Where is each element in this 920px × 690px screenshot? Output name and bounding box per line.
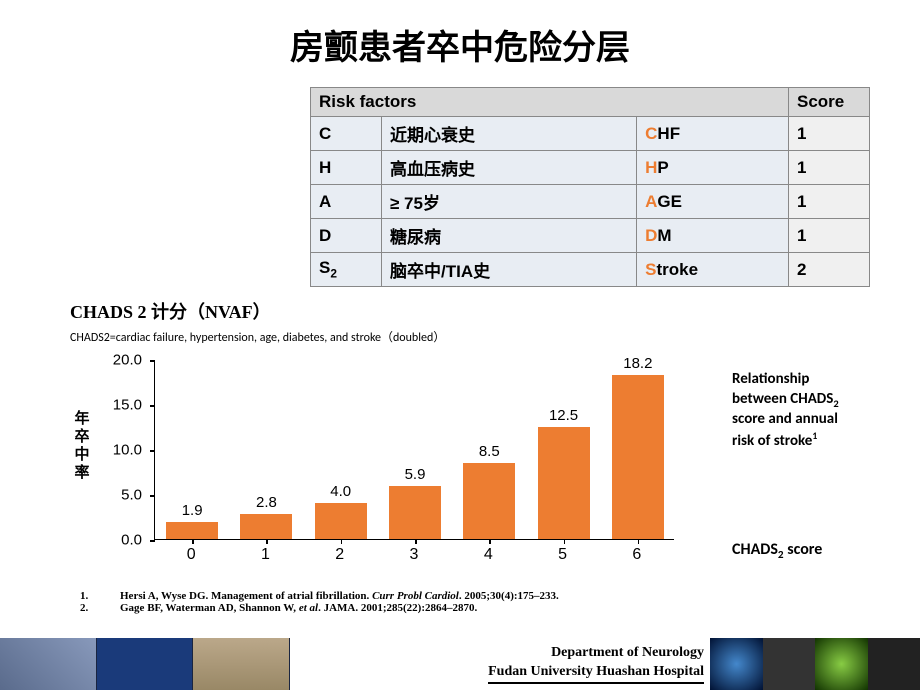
risk-factors-table: Risk factors Score C 近期心衰史 CHF 1 H 高血压病史… <box>310 87 870 287</box>
chart-bar: 18.2 <box>612 375 664 539</box>
table-row: D 糖尿病 DM 1 <box>311 219 869 252</box>
chart-bar: 12.5 <box>538 427 590 540</box>
chart-plot: 1.9 2.8 4.0 5.9 8.5 12.5 18.2 <box>154 360 674 540</box>
header-score: Score <box>789 88 869 116</box>
footer: Department of Neurology Fudan University… <box>0 638 920 690</box>
bar-value-label: 12.5 <box>538 407 590 424</box>
chads-chart: 年卒中率 0.05.010.015.020.0 1.92.84.05.98.51… <box>100 360 720 580</box>
chads-note: CHADS2=cardiac failure, hypertension, ag… <box>70 328 445 345</box>
chart-caption: Relationship between CHADS2 score and an… <box>732 370 912 451</box>
x-tick-label: 0 <box>187 546 196 564</box>
footer-department: Department of Neurology Fudan University… <box>290 638 710 690</box>
bar-value-label: 8.5 <box>463 443 515 460</box>
bar-value-label: 1.9 <box>166 502 218 519</box>
table-row: S2 脑卒中/TIA史 Stroke 2 <box>311 253 869 286</box>
y-tick-label: 5.0 <box>121 487 142 504</box>
table-row: A ≥ 75岁 AGE 1 <box>311 185 869 218</box>
bar-value-label: 5.9 <box>389 466 441 483</box>
table-row: H 高血压病史 HP 1 <box>311 151 869 184</box>
x-tick-label: 1 <box>261 546 270 564</box>
y-tick-label: 20.0 <box>113 352 142 369</box>
y-tick-label: 15.0 <box>113 397 142 414</box>
slide-title: 房颤患者卒中危险分层 <box>0 0 920 87</box>
x-axis-label: CHADS2 score <box>732 540 822 562</box>
bar-value-label: 4.0 <box>315 483 367 500</box>
references: 1.Hersi A, Wyse DG. Management of atrial… <box>80 590 559 614</box>
footer-right-images <box>710 638 920 690</box>
x-tick-label: 5 <box>558 546 567 564</box>
chart-bar: 4.0 <box>315 503 367 539</box>
x-tick-label: 6 <box>632 546 641 564</box>
chart-bar: 2.8 <box>240 514 292 539</box>
chart-bar: 8.5 <box>463 463 515 540</box>
chart-bar: 1.9 <box>166 522 218 539</box>
y-tick-label: 10.0 <box>113 442 142 459</box>
footer-left-images <box>0 638 290 690</box>
bar-value-label: 18.2 <box>612 355 664 372</box>
x-tick-label: 2 <box>335 546 344 564</box>
chads-label: CHADS 2 计分（NVAF） <box>70 298 271 324</box>
bar-value-label: 2.8 <box>240 494 292 511</box>
x-labels: 0 1 2 3 4 5 6 <box>154 546 674 571</box>
x-tick-label: 4 <box>484 546 493 564</box>
y-ticks: 0.05.010.015.020.0 <box>100 360 150 540</box>
table-row: C 近期心衰史 CHF 1 <box>311 117 869 150</box>
header-risk: Risk factors <box>311 88 788 116</box>
y-axis-label: 年卒中率 <box>74 410 90 482</box>
x-tick-label: 3 <box>410 546 419 564</box>
y-tick-label: 0.0 <box>121 532 142 549</box>
chart-bar: 5.9 <box>389 486 441 539</box>
